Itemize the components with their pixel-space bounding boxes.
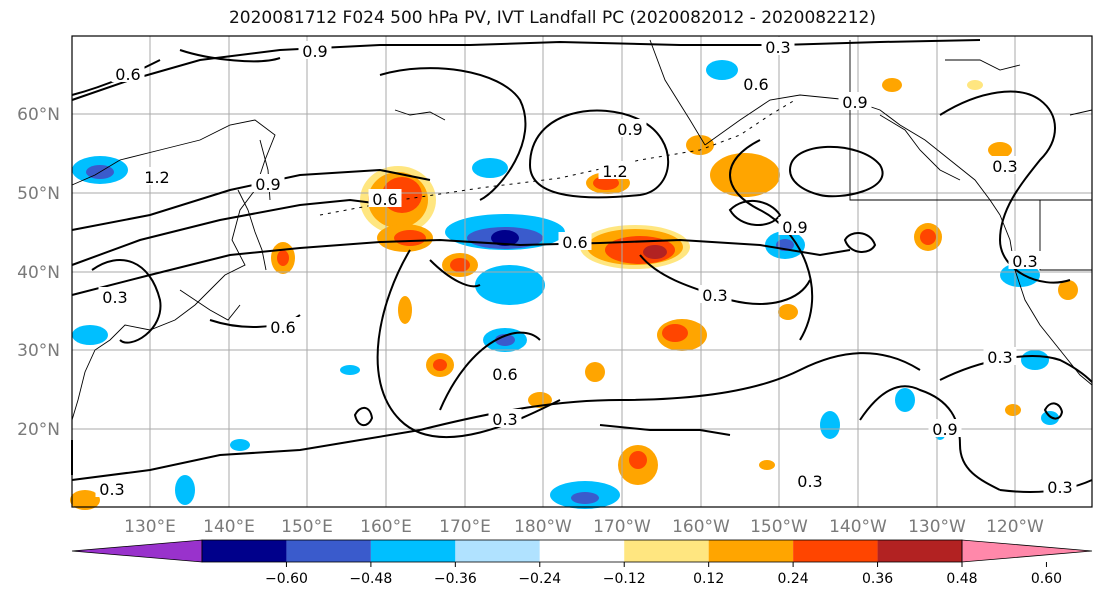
colorbar-segment	[877, 540, 962, 562]
lat-label: 50°N	[17, 184, 60, 204]
longitude-labels: 130°E 140°E 150°E 160°E 170°E 180°W 170°W 160°W…	[124, 517, 1044, 537]
lon-label: 140°W	[829, 517, 887, 537]
lon-label: 180°W	[514, 517, 572, 537]
lon-label: 130°E	[124, 517, 176, 537]
contour-label: 0.9	[302, 42, 327, 61]
contour-label: 0.3	[987, 348, 1012, 367]
contour-label: 0.3	[1047, 478, 1072, 497]
colorbar-segment	[370, 540, 456, 562]
colorbar-extend-high	[961, 539, 1093, 563]
contour-lines	[71, 39, 1093, 493]
colorbar-segment	[455, 540, 540, 562]
contour-label: 0.3	[702, 286, 727, 305]
lon-label: 150°W	[750, 517, 808, 537]
contour-label: 0.3	[492, 410, 517, 429]
contour-label: 0.6	[270, 318, 295, 337]
contour-label: 0.6	[492, 365, 517, 384]
lat-label: 40°N	[17, 263, 60, 283]
colorbar-tick-label: 0.24	[778, 571, 809, 587]
lon-label: 150°E	[281, 517, 333, 537]
map-frame	[71, 35, 1093, 508]
colorbar-segment	[286, 540, 371, 562]
contour-label: 0.9	[842, 93, 867, 112]
lon-label: 160°E	[360, 517, 412, 537]
colorbar-tick-label: 0.12	[693, 571, 724, 587]
contour-label: 0.3	[1012, 252, 1037, 271]
colorbar-segment	[624, 540, 709, 562]
latitude-labels: 60°N 50°N 40°N 30°N 20°N	[17, 105, 60, 440]
lat-label: 30°N	[17, 341, 60, 361]
contour-label: 0.6	[743, 75, 768, 94]
figure-title: 2020081712 F024 500 hPa PV, IVT Landfall…	[228, 8, 876, 28]
lon-label: 160°W	[672, 517, 730, 537]
contour-label: 0.6	[372, 190, 397, 209]
contour-label: 0.6	[115, 65, 140, 84]
contour-label: 1.2	[602, 162, 627, 181]
contour-label: 0.3	[99, 480, 124, 499]
lon-label: 120°W	[986, 517, 1044, 537]
colorbar-tick-label: −0.60	[265, 571, 308, 587]
colorbar-segment	[202, 540, 287, 562]
shaded-anomaly-field	[70, 60, 1078, 510]
lon-label: 140°E	[203, 517, 255, 537]
contour-label: 0.3	[765, 38, 790, 57]
contour-label: 1.2	[144, 168, 169, 187]
lat-label: 20°N	[17, 420, 60, 440]
colorbar-tick-label: −0.48	[349, 571, 392, 587]
colorbar-tick-label: −0.24	[518, 571, 561, 587]
contour-label: 0.9	[617, 120, 642, 139]
colorbar-tick-label: −0.12	[603, 571, 646, 587]
contour-label: 0.3	[797, 472, 822, 491]
colorbar-tick-label: 0.60	[1031, 571, 1062, 587]
lon-label: 170°W	[593, 517, 651, 537]
map-gridlines	[72, 36, 1092, 507]
contour-value-labels: 0.9 0.3 0.6 1.2 0.9 0.6 0.9 0.9 0.6 1.2 0.6 0.3 0.9 0…	[95, 37, 1077, 499]
colorbar-segment	[793, 540, 878, 562]
lat-label: 60°N	[17, 105, 60, 125]
colorbar-segment	[708, 540, 794, 562]
colorbar-tick-label: 0.36	[862, 571, 893, 587]
contour-label: 0.9	[782, 218, 807, 237]
contour-label: 0.6	[562, 233, 587, 252]
lon-label: 130°W	[908, 517, 966, 537]
contour-label: 0.9	[255, 175, 280, 194]
contour-label: 0.3	[102, 288, 127, 307]
contour-label: 0.3	[992, 157, 1017, 176]
contour-label: 0.9	[932, 420, 957, 439]
colorbar-tick-label: 0.48	[946, 571, 977, 587]
colorbar-extend-low	[71, 539, 203, 563]
lon-label: 170°E	[439, 517, 491, 537]
colorbar-segment	[539, 540, 625, 562]
colorbar: −0.60 −0.48 −0.36 −0.24 −0.12 0.12 0.24 0.36 0.4…	[71, 539, 1093, 587]
colorbar-tick-label: −0.36	[434, 571, 477, 587]
